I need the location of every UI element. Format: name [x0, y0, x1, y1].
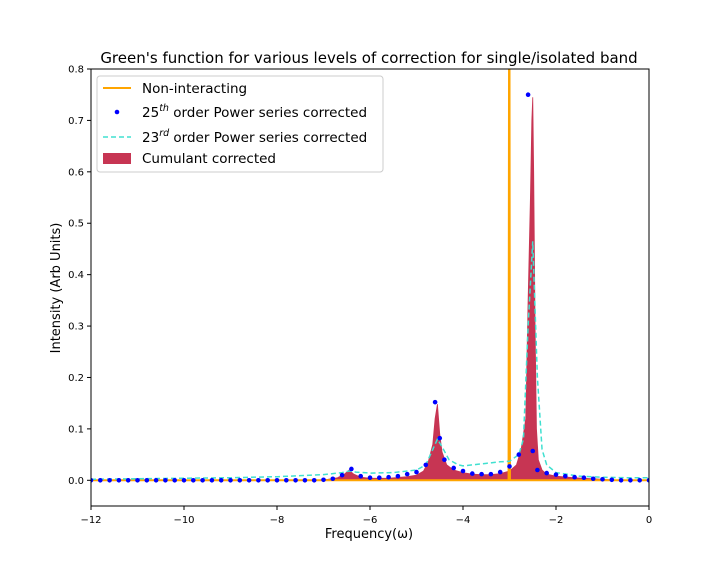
power-series-25-point: [228, 477, 233, 483]
plot-content: [91, 69, 649, 483]
legend-label-non-interacting: Non-interacting: [142, 81, 247, 97]
y-tick-label: 0.3: [68, 322, 84, 333]
x-tick-label: −4: [456, 515, 471, 526]
chart-title: Green's function for various levels of c…: [100, 49, 637, 67]
power-series-25-point: [349, 466, 354, 472]
x-tick-label: 0: [646, 515, 652, 526]
power-series-25-point: [530, 448, 536, 454]
power-series-25-point: [358, 473, 364, 479]
power-series-25-point: [432, 399, 438, 405]
power-series-25-point: [404, 471, 410, 477]
power-series-25-point: [107, 477, 112, 483]
y-tick-label: 0.1: [68, 424, 84, 435]
y-tick-label: 0.7: [68, 116, 84, 127]
power-series-25-point: [284, 477, 289, 483]
power-series-25-point: [311, 477, 317, 483]
y-tick-label: 0.2: [68, 373, 84, 384]
power-series-25-point: [535, 467, 540, 473]
power-series-25-point: [153, 477, 159, 483]
legend-label-power-23: 23rd order Power series corrected: [142, 128, 367, 146]
x-tick-label: −2: [549, 515, 564, 526]
power-series-25-point: [590, 476, 596, 482]
power-series-25-point: [497, 469, 503, 475]
power-series-25-point: [516, 452, 522, 457]
x-tick-label: −10: [173, 515, 194, 526]
power-series-25-point: [600, 476, 605, 482]
power-series-25-point: [181, 477, 187, 483]
power-series-25-point: [321, 477, 326, 483]
power-series-25-point: [395, 473, 401, 479]
power-series-25-point: [302, 477, 308, 483]
power-series-25-point: [265, 477, 271, 483]
y-tick-label: 0.8: [68, 65, 84, 76]
non-interacting-line: [91, 69, 649, 482]
power-series-25-point: [293, 477, 298, 483]
power-series-25-point: [218, 477, 224, 483]
legend: Non-interacting 25th order Power series c…: [96, 75, 384, 173]
power-series-25-point: [646, 477, 649, 483]
power-series-25-point: [237, 477, 243, 483]
power-series-25-point: [581, 475, 587, 481]
power-series-25-point: [553, 472, 559, 477]
power-series-25-point: [209, 477, 215, 483]
legend-swatch-power-25: [114, 109, 120, 115]
y-tick-label: 0.6: [68, 167, 84, 178]
x-tick-label: −6: [363, 515, 378, 526]
y-tick-label: 0.4: [68, 270, 84, 281]
legend-label-power-25: 25th order Power series corrected: [142, 103, 367, 121]
x-tick-label: −8: [270, 515, 285, 526]
power-series-25-point: [386, 474, 391, 480]
power-series-25-point: [246, 477, 252, 483]
power-series-25-point: [163, 477, 168, 483]
power-series-25-point: [437, 435, 443, 441]
power-series-25-point: [377, 475, 382, 481]
power-series-25-point: [470, 471, 475, 476]
power-series-25-point: [563, 473, 568, 479]
power-series-25-point: [135, 477, 140, 483]
power-series-25-point: [507, 464, 512, 469]
power-series-25-point: [330, 476, 336, 482]
power-series-25-point: [488, 471, 494, 477]
power-series-25-point: [274, 477, 280, 483]
y-axis-label: Intensity (Arb Units): [49, 223, 64, 354]
power-series-25-point: [116, 477, 122, 483]
power-series-25-point: [451, 465, 457, 471]
axes: −12 −10 −8 −6 −4 −2 0 0.0 0.1 0.2 0.3 0.4 0.5 0.6 0.7 0…: [68, 65, 652, 527]
power-series-25-point: [525, 92, 531, 98]
power-series-25-point: [256, 477, 261, 483]
y-tick-label: 0.5: [68, 219, 84, 230]
power-series-25-point: [479, 471, 484, 477]
x-tick-label: −12: [80, 515, 101, 526]
power-series-25-point: [125, 477, 131, 483]
power-series-23-line: [91, 241, 649, 481]
power-series-25-point: [423, 462, 429, 468]
power-series-25-point: [609, 477, 615, 483]
power-series-25-point: [200, 477, 205, 483]
x-axis-label: Frequency(ω): [325, 527, 413, 542]
legend-label-cumulant: Cumulant corrected: [142, 151, 276, 167]
power-series-25-point: [91, 477, 94, 483]
power-series-25-point: [367, 475, 373, 481]
legend-box: [96, 75, 384, 173]
power-series-25-point: [144, 477, 150, 483]
power-series-25-point: [191, 477, 196, 483]
power-series-25-point: [618, 477, 624, 483]
legend-swatch-cumulant: [103, 153, 131, 164]
power-series-25-point: [544, 470, 549, 476]
plot-area: [91, 69, 649, 483]
power-series-25-point: [572, 474, 577, 480]
power-series-25-point: [442, 457, 447, 463]
power-series-25-point: [339, 472, 345, 478]
power-series-25-point: [637, 477, 642, 483]
power-series-25-point: [460, 468, 466, 474]
power-series-25-point: [628, 477, 633, 483]
y-tick-label: 0.0: [68, 476, 84, 487]
power-series-25-point: [98, 477, 103, 483]
power-series-25-point: [172, 477, 177, 483]
power-series-25-point: [414, 469, 419, 475]
